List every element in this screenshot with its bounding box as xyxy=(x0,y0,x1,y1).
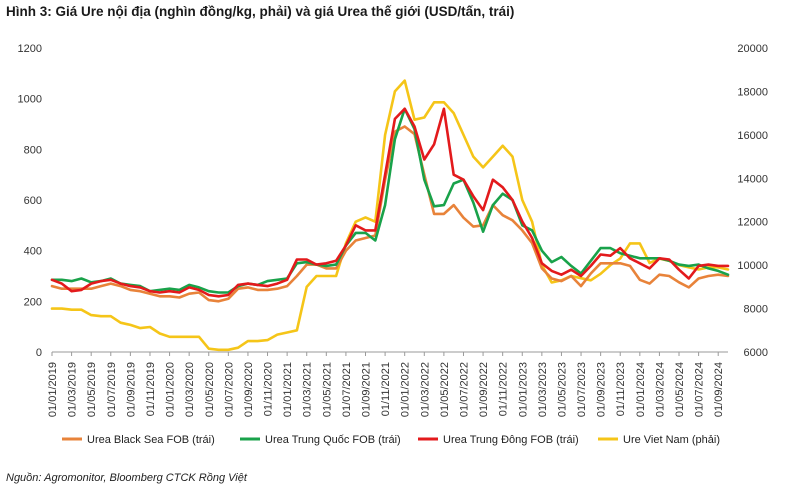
x-tick-label: 01/07/2024 xyxy=(694,362,706,417)
x-tick-label: 01/03/2024 xyxy=(654,362,666,417)
x-tick-label: 01/09/2022 xyxy=(478,362,490,417)
x-tick-label: 01/09/2023 xyxy=(596,362,608,417)
x-tick-label: 01/09/2021 xyxy=(361,362,373,417)
y-right-tick-label: 16000 xyxy=(737,130,768,142)
x-tick-label: 01/01/2020 xyxy=(165,362,177,417)
x-tick-label: 01/01/2022 xyxy=(400,362,412,417)
x-tick-label: 01/11/2020 xyxy=(263,362,275,416)
x-tick-label: 01/01/2019 xyxy=(47,362,59,417)
x-tick-label: 01/03/2023 xyxy=(537,362,549,417)
chart-axes: 0 200 400 600 800 1000 1200 6000 8000 10000 12000 1… xyxy=(18,43,768,417)
x-tick-label: 01/07/2021 xyxy=(341,362,353,417)
y-right-tick-label: 14000 xyxy=(737,173,768,185)
x-tick-label: 01/01/2023 xyxy=(517,362,529,417)
y-left-tick-label: 800 xyxy=(24,144,42,156)
x-tick-label: 01/05/2021 xyxy=(321,362,333,417)
x-tick-label: 01/07/2020 xyxy=(223,362,235,417)
chart-series xyxy=(50,79,730,352)
chart-legend: Urea Black Sea FOB (trái) Urea Trung Quốc… xyxy=(62,434,720,446)
y-right-tick-label: 10000 xyxy=(737,260,768,272)
x-tick-label: 01/03/2022 xyxy=(419,362,431,417)
legend-label: Urea Trung Đông FOB (trái) xyxy=(443,434,579,446)
series-line xyxy=(50,79,730,352)
x-tick-label: 01/05/2023 xyxy=(556,362,568,417)
x-tick-label: 01/09/2019 xyxy=(125,362,137,417)
legend-label: Urea Trung Quốc FOB (trái) xyxy=(265,434,401,446)
x-tick-label: 01/03/2021 xyxy=(302,362,314,417)
x-tick-label: 01/03/2020 xyxy=(184,362,196,417)
y-right-tick-label: 6000 xyxy=(744,347,768,359)
x-tick-label: 01/01/2024 xyxy=(635,362,647,417)
y-right-tick-label: 12000 xyxy=(737,217,768,229)
y-right-tick-label: 8000 xyxy=(744,304,768,316)
x-tick-label: 01/09/2024 xyxy=(713,362,725,417)
x-tick-label: 01/05/2024 xyxy=(674,362,686,417)
x-tick-label: 01/11/2021 xyxy=(380,362,392,416)
series-line xyxy=(50,125,730,303)
source-note: Nguồn: Agromonitor, Bloomberg CTCK Rồng … xyxy=(6,472,247,484)
y-left-tick-label: 200 xyxy=(24,296,42,308)
y-left-tick-label: 400 xyxy=(24,246,42,258)
x-tick-label: 01/05/2019 xyxy=(86,362,98,417)
y-right-tick-label: 20000 xyxy=(737,43,768,55)
x-tick-label: 01/11/2022 xyxy=(498,362,510,416)
series-line xyxy=(50,107,730,298)
y-left-tick-label: 1200 xyxy=(18,43,42,55)
legend-label: Urea Black Sea FOB (trái) xyxy=(87,434,215,446)
x-tick-label: 01/09/2020 xyxy=(243,362,255,417)
x-tick-label: 01/05/2022 xyxy=(439,362,451,417)
x-tick-label: 01/03/2019 xyxy=(67,362,79,417)
x-tick-label: 01/07/2022 xyxy=(458,362,470,417)
x-tick-label: 01/07/2023 xyxy=(576,362,588,417)
chart-title: Hình 3: Giá Ure nội địa (nghìn đồng/kg, … xyxy=(6,4,515,19)
y-left-tick-label: 1000 xyxy=(18,94,42,106)
y-left-tick-label: 0 xyxy=(36,347,42,359)
x-tick-label: 01/07/2019 xyxy=(106,362,118,417)
y-right-tick-label: 18000 xyxy=(737,86,768,98)
x-tick-label: 01/11/2019 xyxy=(145,362,157,416)
x-tick-label: 01/11/2023 xyxy=(615,362,627,416)
y-left-tick-label: 600 xyxy=(24,195,42,207)
x-tick-label: 01/05/2020 xyxy=(204,362,216,417)
legend-label: Ure Viet Nam (phải) xyxy=(623,434,720,446)
x-tick-label: 01/01/2021 xyxy=(282,362,294,417)
